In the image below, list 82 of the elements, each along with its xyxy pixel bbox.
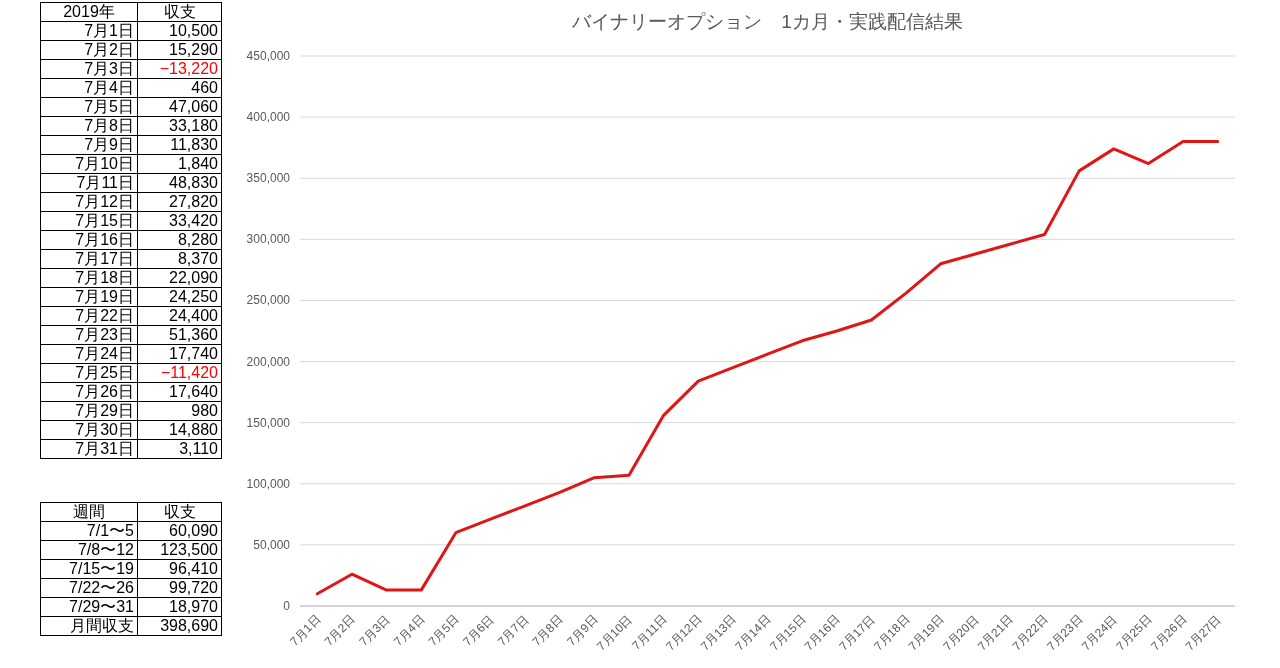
text: 27,820 (169, 193, 218, 210)
text: −11,420 (160, 364, 218, 381)
text: 15,290 (169, 41, 218, 58)
category-label: 7月11日 (40, 173, 138, 193)
text: 51,360 (169, 326, 218, 343)
x-tick-label: 7月6日 (460, 612, 497, 649)
y-tick-label: 350,000 (246, 171, 291, 186)
x-tick-label: 7月3日 (356, 612, 393, 649)
text: 24,250 (169, 288, 218, 305)
text: 22,090 (169, 269, 218, 286)
text: 10,500 (169, 22, 218, 39)
y-tick-label: 300,000 (246, 232, 291, 247)
category-label: 7月26日 (40, 382, 138, 402)
category-label: 7月15日 (40, 211, 138, 231)
y-tick-label: 0 (283, 599, 291, 613)
text: 収支 (137, 2, 222, 22)
text: −13,220 (159, 60, 218, 77)
text: 48,830 (169, 174, 218, 191)
text: 17,740 (169, 345, 218, 362)
category-label: 7月9日 (40, 135, 138, 155)
y-tick-label: 150,000 (246, 415, 291, 430)
line-series (315, 140, 1220, 596)
text: 11,830 (170, 136, 218, 153)
text: 8,280 (177, 231, 218, 248)
text: 33,180 (169, 117, 218, 134)
category-label: 7/1〜5 (40, 521, 138, 541)
x-tick-label: 7月7日 (494, 612, 532, 649)
category-label: 7月31日 (40, 439, 138, 459)
category-label: 7月12日 (40, 192, 138, 212)
text: 60,090 (169, 522, 218, 539)
text: 8,370 (177, 250, 218, 267)
category-label: 7月3日 (40, 59, 138, 79)
text: 980 (191, 402, 218, 419)
category-label: 7月25日 (40, 363, 138, 383)
category-label: 7/22〜26 (40, 578, 138, 598)
text: 96,410 (169, 560, 218, 577)
category-label: 7月19日 (40, 287, 138, 307)
category-label: 7月1日 (40, 21, 138, 41)
category-label: 7月17日 (40, 249, 138, 269)
chart-title: バイナリーオプション 1カ月・実践配信結果 (571, 11, 963, 32)
text: 収支 (137, 502, 222, 522)
category-label: 7月18日 (40, 268, 138, 288)
text: 14,880 (169, 421, 218, 438)
x-tick-label: 7月2日 (321, 612, 359, 649)
text: 33,420 (169, 212, 218, 229)
category-label: 7月29日 (40, 401, 138, 421)
category-label: 7月30日 (40, 420, 138, 440)
category-label: 7月16日 (40, 230, 138, 250)
category-label: 7月24日 (40, 344, 138, 364)
y-tick-label: 200,000 (246, 354, 291, 369)
category-label: 7月23日 (40, 325, 138, 345)
x-tick-label: 7月5日 (425, 612, 462, 649)
x-tick-label: 7月4日 (391, 612, 428, 649)
category-label: 7/8〜12 (40, 540, 138, 560)
text: 47,060 (169, 98, 218, 115)
text: 99,720 (169, 579, 218, 596)
category-label: 月間収支 (40, 616, 138, 636)
text: 24,400 (169, 307, 218, 324)
text: 18,970 (169, 598, 218, 615)
category-label: 7/29〜31 (40, 597, 138, 617)
category-label: 7月2日 (40, 40, 138, 60)
x-tick-label: 7月1日 (287, 612, 324, 649)
category-label: 7月4日 (40, 78, 138, 98)
y-tick-label: 50,000 (253, 537, 291, 552)
x-tick-label: 7月8日 (529, 612, 566, 649)
category-label: 7月10日 (40, 154, 138, 174)
category-label: 7月8日 (40, 116, 138, 136)
text: 週間 (40, 502, 138, 522)
text: 398,690 (160, 617, 218, 634)
text: 3,110 (179, 440, 218, 457)
text: 123,500 (160, 541, 218, 558)
category-label: 7/15〜19 (40, 559, 138, 579)
y-tick-label: 400,000 (246, 110, 291, 125)
text: 1,840 (177, 155, 218, 172)
y-tick-label: 250,000 (246, 293, 291, 308)
text: 17,640 (169, 383, 218, 400)
category-label: 7月22日 (40, 306, 138, 326)
y-tick-label: 100,000 (246, 476, 291, 491)
text: 2019年 (40, 2, 138, 22)
y-tick-label: 450,000 (246, 49, 291, 63)
category-label: 7月5日 (40, 97, 138, 117)
text: 460 (191, 79, 218, 96)
